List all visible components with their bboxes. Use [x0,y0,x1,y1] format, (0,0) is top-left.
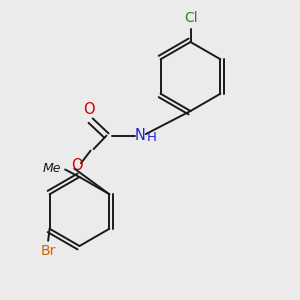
Text: O: O [83,102,95,117]
Text: H: H [147,130,157,144]
Text: Me: Me [43,162,62,175]
Text: Br: Br [40,244,56,258]
Text: O: O [72,158,83,173]
Text: Cl: Cl [184,11,198,26]
Text: N: N [135,128,146,143]
